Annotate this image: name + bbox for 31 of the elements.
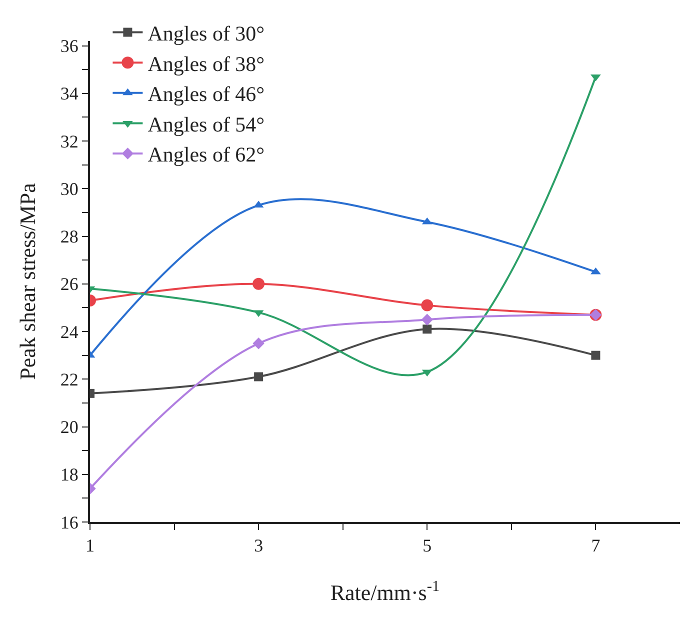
legend-label: Angles of 46° xyxy=(148,82,265,106)
x-tick-label: 7 xyxy=(591,536,600,556)
x-axis-title: Rate/mm·s$^{-1}$ xyxy=(330,578,440,605)
y-tick-label: 16 xyxy=(60,512,78,532)
point xyxy=(252,278,265,290)
legend-label: Angles of 38° xyxy=(148,52,265,76)
point xyxy=(590,74,601,82)
y-tick-label: 34 xyxy=(60,84,78,104)
y-tick-label: 36 xyxy=(60,36,78,56)
point xyxy=(591,350,600,360)
point xyxy=(252,338,264,350)
point xyxy=(421,299,434,312)
x-tick-label: 3 xyxy=(254,536,264,556)
y-tick-label: 24 xyxy=(60,322,78,342)
y-tick-label: 28 xyxy=(60,226,78,247)
legend-label: Angles of 54° xyxy=(148,112,265,136)
y-tick-label: 20 xyxy=(60,417,78,438)
y-tick-label: 26 xyxy=(60,274,78,294)
point xyxy=(590,267,601,274)
y-axis-title: Peak shear stress/MPa xyxy=(15,182,40,380)
x-tick-label: 1 xyxy=(86,536,94,556)
x-tick-label: 5 xyxy=(422,536,432,556)
y-tick-label: 30 xyxy=(60,178,78,199)
y-tick-label: 22 xyxy=(60,369,78,390)
legend-label: Angles of 62° xyxy=(148,142,265,167)
point xyxy=(254,372,264,382)
point xyxy=(422,324,432,334)
point xyxy=(421,314,433,326)
legend-label: Angles of 30° xyxy=(148,21,265,46)
y-tick-label: 32 xyxy=(60,131,78,152)
y-tick-label: 18 xyxy=(60,464,78,485)
